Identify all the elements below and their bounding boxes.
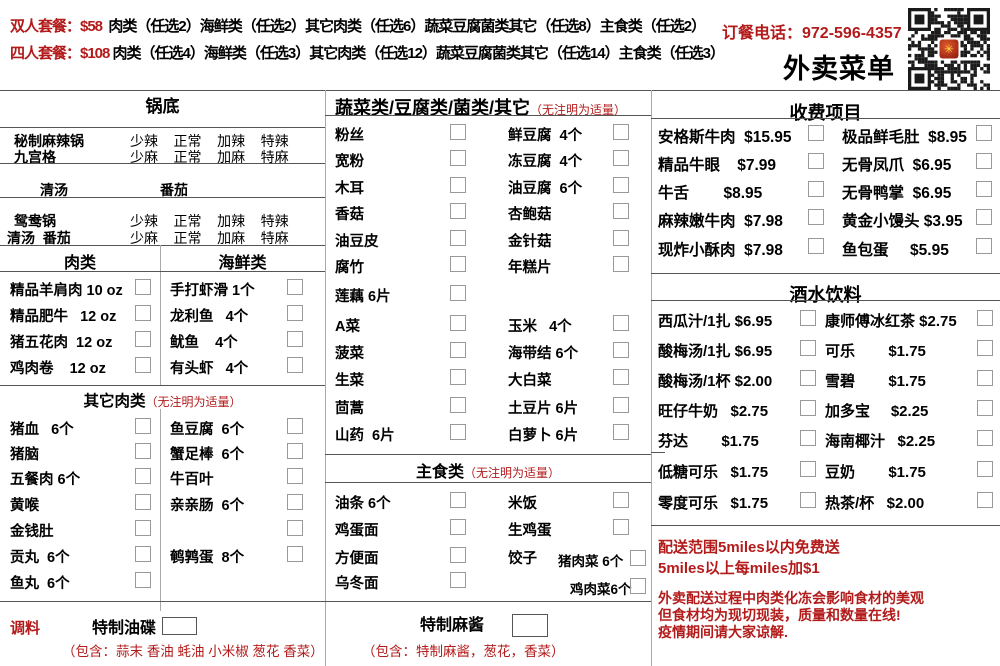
svg-text:✳: ✳ [944,44,954,56]
